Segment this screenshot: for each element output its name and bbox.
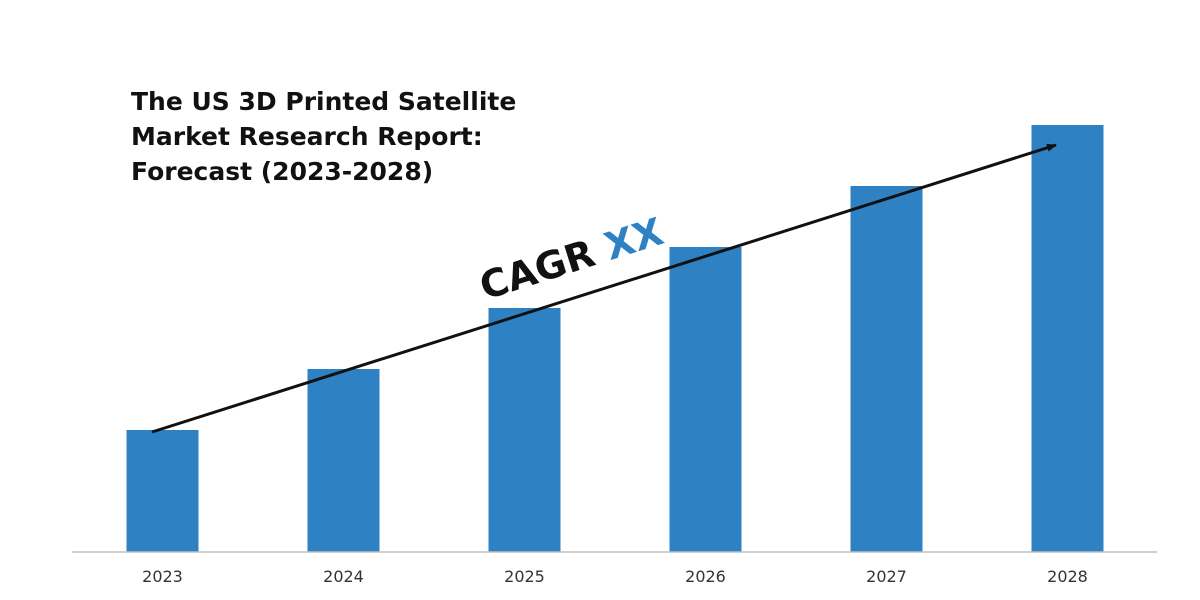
chart-title: The US 3D Printed Satellite Market Resea… <box>131 84 651 189</box>
x-tick-label-2023: 2023 <box>142 567 183 586</box>
bar-2023 <box>126 430 199 552</box>
bars <box>126 125 1104 552</box>
chart-title-line-2: Market Research Report: <box>131 122 483 151</box>
bar-2027 <box>850 186 923 552</box>
bar-2026 <box>669 247 742 552</box>
x-tick-label-2024: 2024 <box>323 567 364 586</box>
chart-title-line-3: Forecast (2023-2028) <box>131 157 434 186</box>
x-tick-label-2027: 2027 <box>866 567 907 586</box>
x-tick-label-2028: 2028 <box>1047 567 1088 586</box>
bar-2024 <box>307 369 380 552</box>
x-tick-labels: 2023 2024 2025 2026 2027 2028 <box>142 567 1088 586</box>
chart-title-line-1: The US 3D Printed Satellite <box>131 87 517 116</box>
x-tick-label-2025: 2025 <box>504 567 545 586</box>
bar-2028 <box>1031 125 1104 552</box>
cagr-annotation: CAGR XX <box>474 209 668 308</box>
bar-2025 <box>488 308 561 552</box>
trend-arrow <box>151 143 1057 434</box>
x-tick-label-2026: 2026 <box>685 567 726 586</box>
cagr-value: XX <box>599 209 668 269</box>
